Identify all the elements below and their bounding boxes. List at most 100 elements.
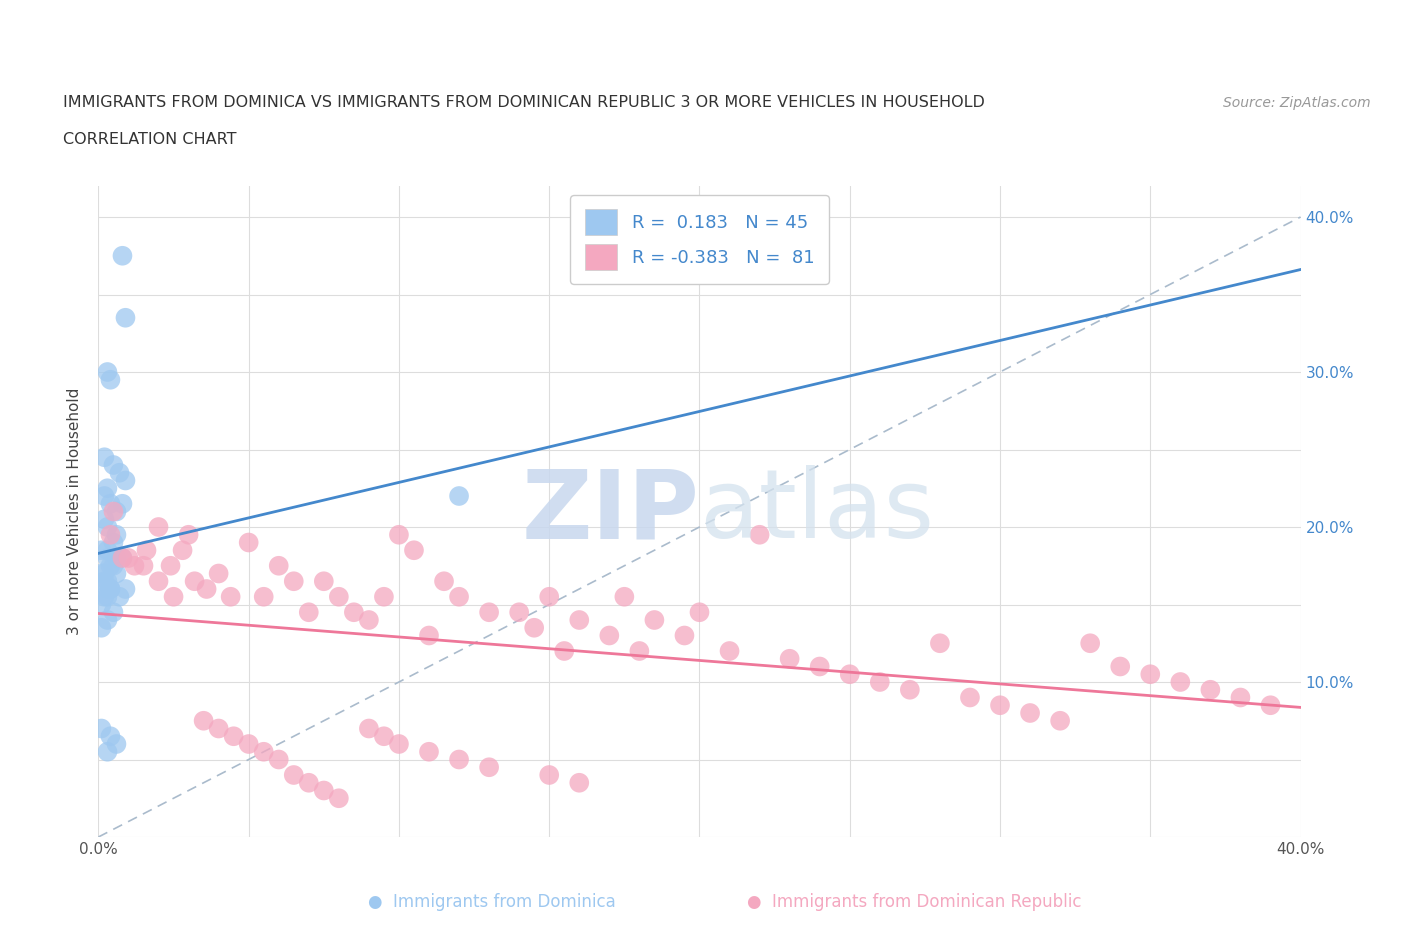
Point xyxy=(193,713,215,728)
Point xyxy=(114,311,136,325)
Point xyxy=(105,551,128,565)
Point xyxy=(312,574,335,589)
Text: ●  Immigrants from Dominican Republic: ● Immigrants from Dominican Republic xyxy=(747,893,1081,910)
Point xyxy=(357,721,380,736)
Point xyxy=(388,527,411,542)
Point xyxy=(108,465,131,480)
Point xyxy=(267,752,290,767)
Point xyxy=(1170,674,1192,689)
Point xyxy=(222,729,245,744)
Point xyxy=(1049,713,1071,728)
Point xyxy=(373,729,395,744)
Point xyxy=(328,590,350,604)
Point xyxy=(100,527,122,542)
Point xyxy=(90,566,112,581)
Point xyxy=(418,628,440,643)
Point xyxy=(718,644,741,658)
Text: ZIP: ZIP xyxy=(522,465,700,558)
Point xyxy=(117,551,139,565)
Point xyxy=(988,698,1011,712)
Point xyxy=(96,543,118,558)
Point xyxy=(478,760,501,775)
Point xyxy=(103,535,125,550)
Point xyxy=(100,497,122,512)
Point xyxy=(808,659,831,674)
Point xyxy=(388,737,411,751)
Point xyxy=(1109,659,1132,674)
Point xyxy=(298,604,321,619)
Point xyxy=(538,767,561,782)
Point xyxy=(283,574,305,589)
Point xyxy=(418,744,440,759)
Text: CORRELATION CHART: CORRELATION CHART xyxy=(63,132,236,147)
Point xyxy=(568,776,591,790)
Point xyxy=(93,488,115,503)
Point xyxy=(598,628,620,643)
Point xyxy=(96,481,118,496)
Point xyxy=(643,613,665,628)
Point xyxy=(111,248,134,263)
Point xyxy=(96,520,118,535)
Text: ●  Immigrants from Dominica: ● Immigrants from Dominica xyxy=(368,893,616,910)
Point xyxy=(114,581,136,596)
Point xyxy=(100,581,122,596)
Point xyxy=(103,458,125,472)
Point xyxy=(96,581,118,596)
Point xyxy=(105,566,128,581)
Point xyxy=(959,690,981,705)
Point xyxy=(779,651,801,666)
Point xyxy=(343,604,366,619)
Legend: R =  0.183   N = 45, R = -0.383   N =  81: R = 0.183 N = 45, R = -0.383 N = 81 xyxy=(571,195,828,284)
Point xyxy=(748,527,770,542)
Point xyxy=(1199,683,1222,698)
Point xyxy=(238,737,260,751)
Point xyxy=(96,613,118,628)
Point xyxy=(96,590,118,604)
Point xyxy=(238,535,260,550)
Point xyxy=(553,644,575,658)
Point xyxy=(253,744,276,759)
Point xyxy=(148,520,170,535)
Point xyxy=(1260,698,1282,712)
Point xyxy=(111,551,134,565)
Point xyxy=(628,644,651,658)
Point xyxy=(162,590,184,604)
Text: IMMIGRANTS FROM DOMINICA VS IMMIGRANTS FROM DOMINICAN REPUBLIC 3 OR MORE VEHICLE: IMMIGRANTS FROM DOMINICA VS IMMIGRANTS F… xyxy=(63,95,986,110)
Point xyxy=(183,574,205,589)
Point xyxy=(103,604,125,619)
Point xyxy=(96,365,118,379)
Point xyxy=(1019,706,1042,721)
Point xyxy=(100,729,122,744)
Point xyxy=(433,574,456,589)
Point xyxy=(132,558,155,573)
Point xyxy=(328,790,350,805)
Point xyxy=(568,613,591,628)
Point xyxy=(929,636,952,651)
Point xyxy=(447,752,470,767)
Point xyxy=(93,574,115,589)
Point xyxy=(111,551,134,565)
Point xyxy=(478,604,501,619)
Point xyxy=(103,558,125,573)
Point xyxy=(523,620,546,635)
Point xyxy=(93,590,115,604)
Point xyxy=(869,674,891,689)
Point xyxy=(100,581,122,596)
Point xyxy=(93,450,115,465)
Y-axis label: 3 or more Vehicles in Household: 3 or more Vehicles in Household xyxy=(67,388,83,635)
Point xyxy=(90,597,112,612)
Point xyxy=(267,558,290,573)
Point xyxy=(96,551,118,565)
Point xyxy=(100,372,122,387)
Text: atlas: atlas xyxy=(700,465,935,558)
Point xyxy=(96,574,118,589)
Point xyxy=(283,767,305,782)
Point xyxy=(447,590,470,604)
Point xyxy=(402,543,425,558)
Point xyxy=(447,488,470,503)
Point xyxy=(90,620,112,635)
Point xyxy=(312,783,335,798)
Point xyxy=(105,504,128,519)
Point xyxy=(613,590,636,604)
Point xyxy=(1078,636,1101,651)
